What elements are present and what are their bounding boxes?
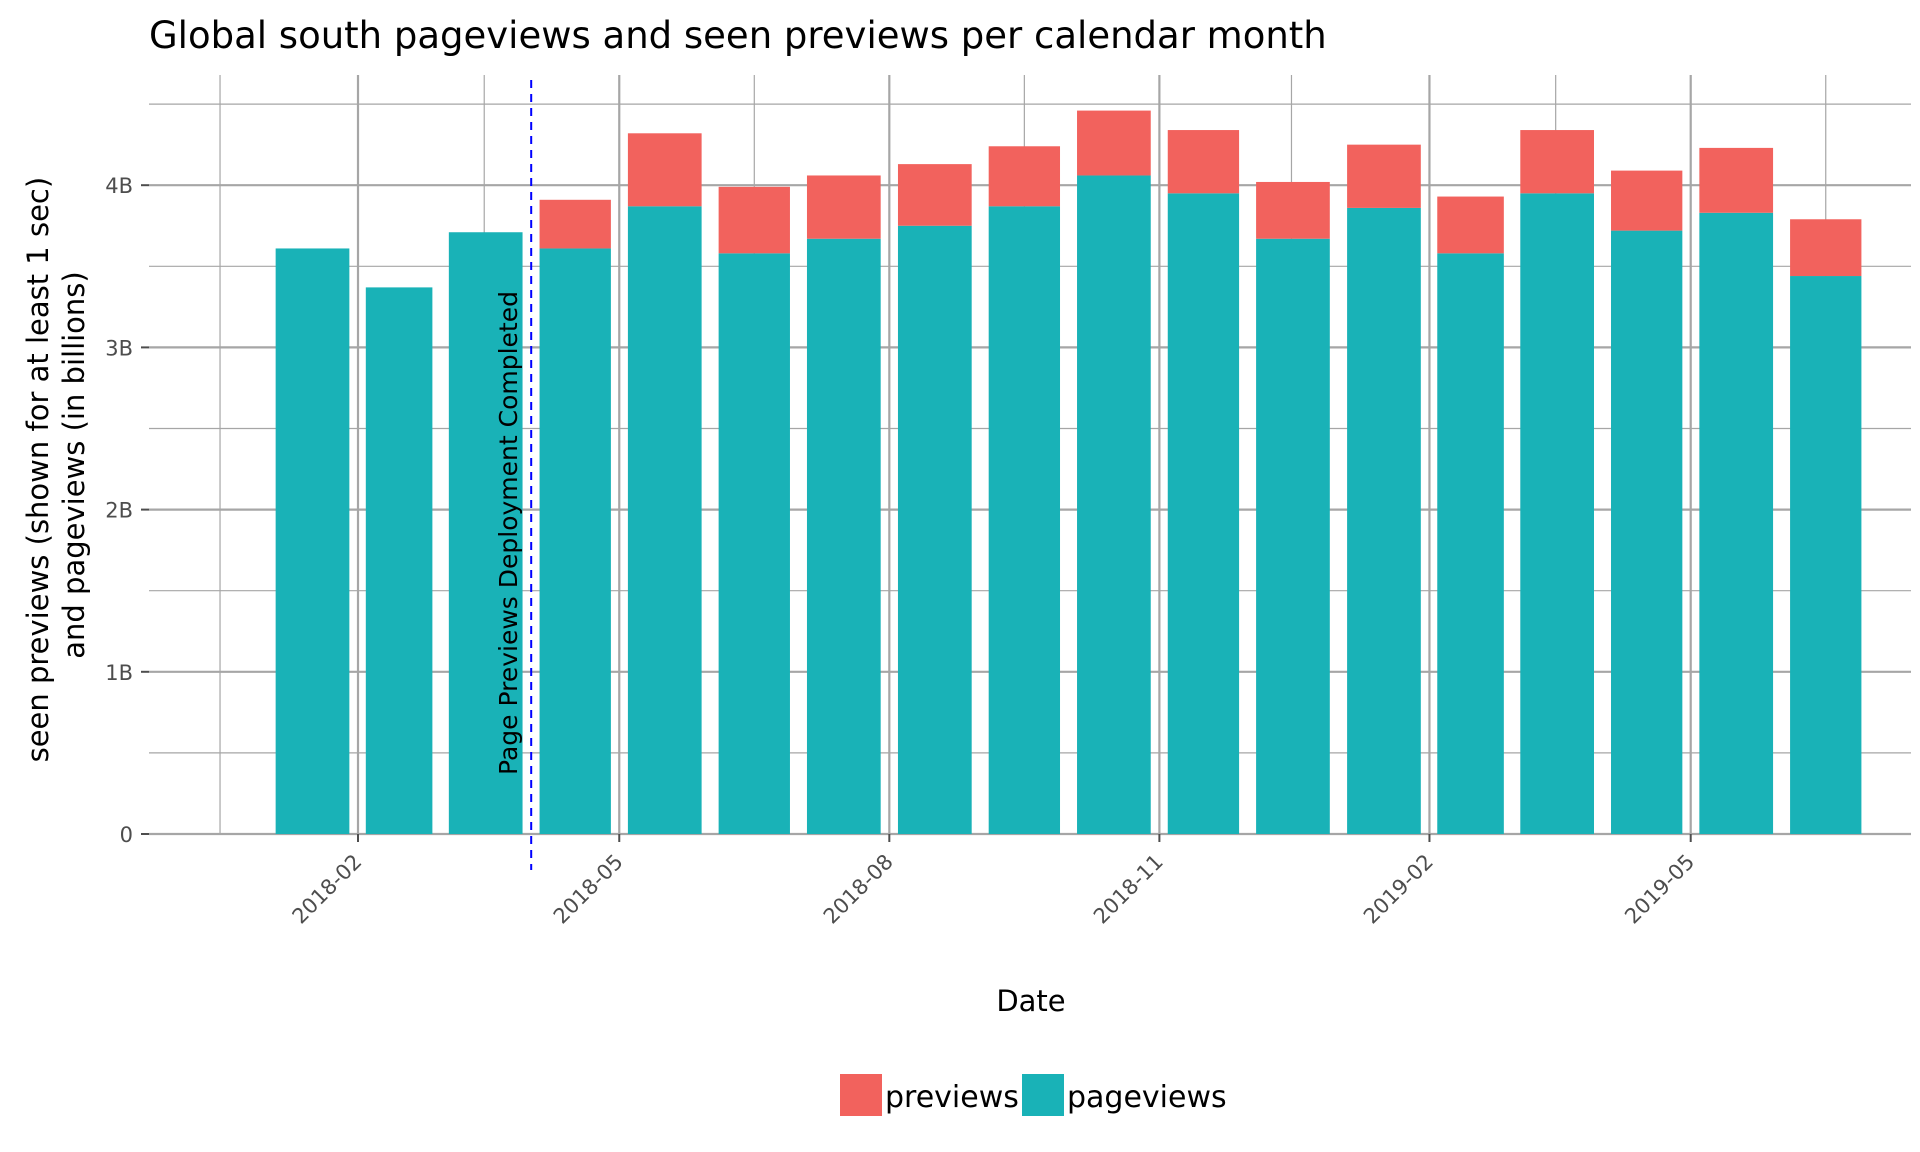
legend-label-pageviews: pageviews xyxy=(1067,1080,1227,1115)
bar-pageviews xyxy=(1520,193,1595,834)
bar-previews xyxy=(1347,144,1421,208)
bar-pageviews xyxy=(1347,207,1421,834)
bar-pageviews xyxy=(1790,276,1862,835)
y-tick-label: 0 xyxy=(120,823,133,847)
bar-pageviews xyxy=(275,248,350,834)
bar-previews xyxy=(897,164,972,226)
bar-previews xyxy=(718,186,790,254)
x-tick-label: 2019-05 xyxy=(1620,850,1699,929)
x-tick-label: 2018-11 xyxy=(1089,850,1168,929)
legend-label-previews: previews xyxy=(885,1080,1019,1115)
bar-pageviews xyxy=(627,206,702,834)
bar-pageviews xyxy=(988,206,1061,834)
bar-pageviews xyxy=(806,238,881,834)
bar-pageviews xyxy=(539,248,611,834)
x-tick-label: 2018-08 xyxy=(819,850,898,929)
bar-pageviews xyxy=(718,253,790,835)
bar-previews xyxy=(1077,110,1151,176)
y-tick-label: 2B xyxy=(105,499,133,523)
legend-swatch-previews xyxy=(840,1074,882,1116)
bar-previews xyxy=(1699,147,1774,213)
bar-pageviews xyxy=(365,287,433,834)
bar-previews xyxy=(988,146,1061,207)
deployment-label: Page Previews Deployment Completed xyxy=(494,291,523,775)
y-tick-label: 1B xyxy=(105,661,133,685)
bar-previews xyxy=(1611,170,1683,231)
legend-swatch-pageviews xyxy=(1022,1074,1064,1116)
chart-title: Global south pageviews and seen previews… xyxy=(149,14,1327,57)
bar-previews xyxy=(1437,196,1504,254)
bar-pageviews xyxy=(1256,238,1330,834)
bar-pageviews xyxy=(897,225,972,834)
y-tick-label: 3B xyxy=(105,336,133,360)
bar-previews xyxy=(539,199,611,249)
x-axis-title: Date xyxy=(996,984,1065,1018)
x-tick-label: 2018-02 xyxy=(288,850,367,929)
y-axis-title-line-1: seen previews (shown for at least 1 sec) xyxy=(21,177,55,763)
legend: previews pageviews xyxy=(840,1074,1227,1116)
bar-pageviews xyxy=(1077,175,1151,834)
x-tick-label: 2019-02 xyxy=(1359,850,1438,929)
bar-previews xyxy=(1167,130,1240,194)
y-axis-title-line-2: and pageviews (in billions) xyxy=(57,271,91,658)
bar-previews xyxy=(627,133,702,207)
bar-previews xyxy=(806,175,881,239)
bar-pageviews xyxy=(1437,253,1504,835)
bars xyxy=(275,110,1862,835)
bar-previews xyxy=(1520,130,1595,194)
y-tick-label: 4B xyxy=(105,174,133,198)
bar-previews xyxy=(1790,219,1862,277)
y-axis-title: seen previews (shown for at least 1 sec)… xyxy=(21,168,91,763)
x-tick-label: 2018-05 xyxy=(549,850,628,929)
annotation: Page Previews Deployment Completed xyxy=(494,80,533,870)
bar-pageviews xyxy=(448,232,523,834)
bar-pageviews xyxy=(1699,212,1774,835)
bar-pageviews xyxy=(1611,230,1683,835)
bar-previews xyxy=(1256,181,1330,239)
bar-pageviews xyxy=(1167,193,1240,834)
